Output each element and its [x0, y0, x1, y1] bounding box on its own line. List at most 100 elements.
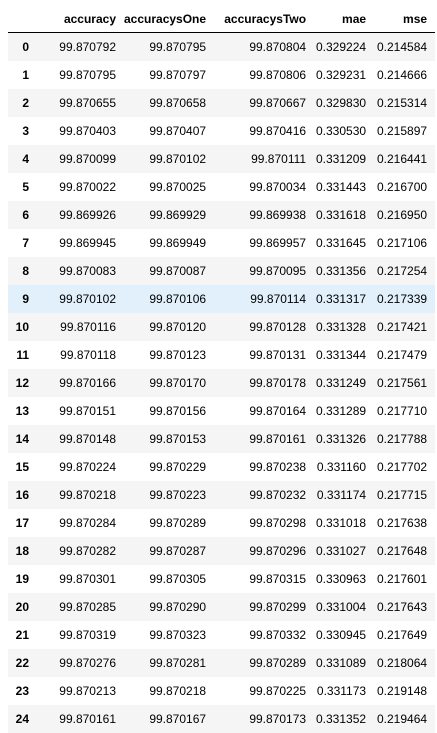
mse-cell: 0.217702: [374, 453, 435, 481]
mae-cell: 0.331018: [314, 509, 374, 537]
accuracy-cell: 99.870161: [35, 705, 124, 733]
row-index: 18: [8, 537, 35, 565]
accuracysone-cell: 99.870407: [124, 117, 214, 145]
mse-cell: 0.217601: [374, 565, 435, 593]
mae-cell: 0.331618: [314, 201, 374, 229]
accuracysone-cell: 99.870323: [124, 621, 214, 649]
header-cell-mse: mse: [374, 6, 435, 33]
row-index: 14: [8, 425, 35, 453]
mae-cell: 0.331289: [314, 397, 374, 425]
accuracysone-cell: 99.870153: [124, 425, 214, 453]
mse-cell: 0.217638: [374, 509, 435, 537]
accuracy-cell: 99.870285: [35, 593, 124, 621]
row-index: 13: [8, 397, 35, 425]
accuracystwo-cell: 99.870804: [214, 33, 314, 62]
accuracystwo-cell: 99.870173: [214, 705, 314, 733]
accuracy-cell: 99.870792: [35, 33, 124, 62]
accuracy-cell: 99.870795: [35, 61, 124, 89]
row-index: 24: [8, 705, 35, 733]
mae-cell: 0.330530: [314, 117, 374, 145]
accuracy-cell: 99.869945: [35, 229, 124, 257]
accuracysone-cell: 99.870287: [124, 537, 214, 565]
accuracysone-cell: 99.870156: [124, 397, 214, 425]
row-index: 0: [8, 33, 35, 62]
mse-cell: 0.217715: [374, 481, 435, 509]
accuracysone-cell: 99.870305: [124, 565, 214, 593]
accuracy-cell: 99.870099: [35, 145, 124, 173]
mse-cell: 0.218064: [374, 649, 435, 677]
mse-cell: 0.216441: [374, 145, 435, 173]
mae-cell: 0.331326: [314, 425, 374, 453]
mae-cell: 0.331004: [314, 593, 374, 621]
accuracy-cell: 99.870282: [35, 537, 124, 565]
row-index: 1: [8, 61, 35, 89]
accuracysone-cell: 99.870025: [124, 173, 214, 201]
mae-cell: 0.330945: [314, 621, 374, 649]
accuracy-cell: 99.869926: [35, 201, 124, 229]
mae-cell: 0.329231: [314, 61, 374, 89]
mae-cell: 0.331173: [314, 677, 374, 705]
mae-cell: 0.331317: [314, 285, 374, 313]
accuracystwo-cell: 99.870296: [214, 537, 314, 565]
accuracystwo-cell: 99.870238: [214, 453, 314, 481]
accuracystwo-cell: 99.870131: [214, 341, 314, 369]
mae-cell: 0.331443: [314, 173, 374, 201]
mae-cell: 0.331328: [314, 313, 374, 341]
accuracystwo-cell: 99.870095: [214, 257, 314, 285]
accuracystwo-cell: 99.870114: [214, 285, 314, 313]
mse-cell: 0.214584: [374, 33, 435, 62]
mae-cell: 0.329224: [314, 33, 374, 62]
accuracystwo-cell: 99.870315: [214, 565, 314, 593]
accuracy-cell: 99.870118: [35, 341, 124, 369]
accuracy-cell: 99.870319: [35, 621, 124, 649]
accuracysone-cell: 99.870106: [124, 285, 214, 313]
header-cell-accuracystwo: accuracysTwo: [214, 6, 314, 33]
accuracy-cell: 99.870655: [35, 89, 124, 117]
accuracy-cell: 99.870276: [35, 649, 124, 677]
mse-cell: 0.216700: [374, 173, 435, 201]
mse-cell: 0.219464: [374, 705, 435, 733]
accuracystwo-cell: 99.870299: [214, 593, 314, 621]
accuracystwo-cell: 99.870332: [214, 621, 314, 649]
row-index: 17: [8, 509, 35, 537]
accuracysone-cell: 99.870290: [124, 593, 214, 621]
accuracystwo-cell: 99.870806: [214, 61, 314, 89]
mse-cell: 0.216950: [374, 201, 435, 229]
row-index: 16: [8, 481, 35, 509]
mse-cell: 0.215897: [374, 117, 435, 145]
mse-cell: 0.217788: [374, 425, 435, 453]
mse-cell: 0.217254: [374, 257, 435, 285]
mse-cell: 0.219148: [374, 677, 435, 705]
accuracy-cell: 99.870166: [35, 369, 124, 397]
row-index: 12: [8, 369, 35, 397]
accuracysone-cell: 99.870218: [124, 677, 214, 705]
mse-cell: 0.217339: [374, 285, 435, 313]
header-cell-mae: mae: [314, 6, 374, 33]
accuracystwo-cell: 99.870225: [214, 677, 314, 705]
mse-cell: 0.215314: [374, 89, 435, 117]
mse-cell: 0.217106: [374, 229, 435, 257]
accuracystwo-cell: 99.869938: [214, 201, 314, 229]
row-index: 20: [8, 593, 35, 621]
accuracysone-cell: 99.870102: [124, 145, 214, 173]
header-cell-index: [8, 6, 35, 33]
row-index: 3: [8, 117, 35, 145]
accuracysone-cell: 99.870797: [124, 61, 214, 89]
